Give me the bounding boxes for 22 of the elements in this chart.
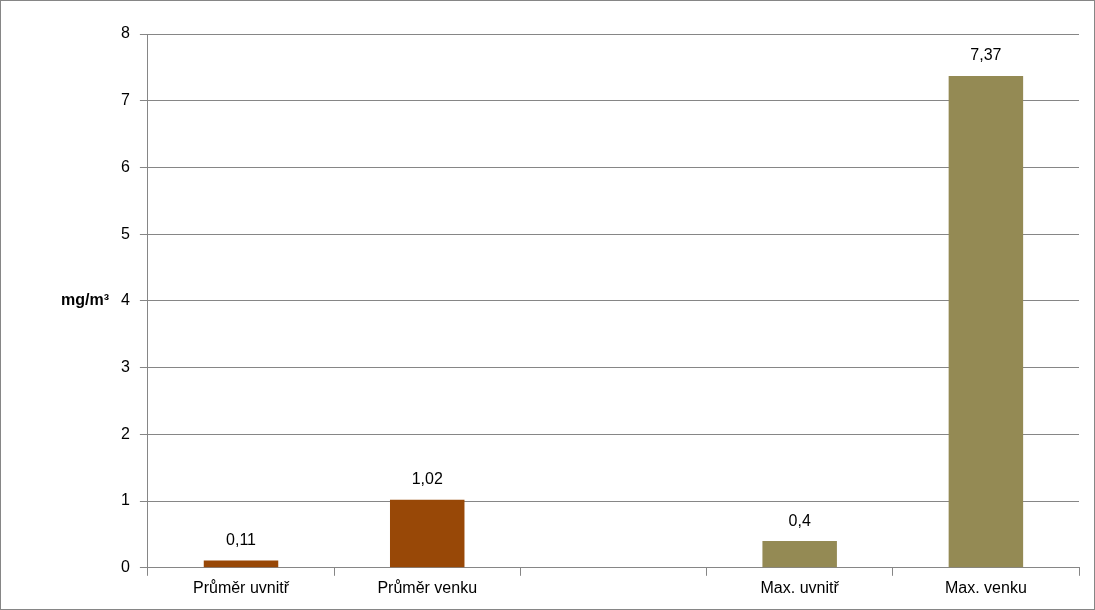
y-tick-label: 0	[120, 558, 130, 576]
bar	[948, 76, 1024, 568]
data-label: 1,02	[411, 470, 443, 488]
y-tick-label: 4	[120, 291, 130, 309]
data-label: 0,4	[788, 511, 811, 529]
bar	[762, 541, 837, 568]
y-tick-label: 7	[120, 91, 130, 109]
y-tick-label: 1	[120, 491, 130, 509]
y-tick-label: 5	[120, 224, 130, 242]
y-tick-label: 8	[120, 24, 130, 42]
bar	[389, 499, 465, 568]
y-tick-label: 3	[120, 358, 130, 376]
y-axis-title: mg/m³	[61, 291, 109, 309]
x-tick-label: Max. venku	[944, 578, 1027, 596]
data-label: 0,11	[226, 530, 257, 548]
x-tick-label: Max. uvnitř	[760, 578, 840, 596]
x-tick-label: Průměr uvnitř	[192, 578, 290, 596]
x-tick-label: Průměr venku	[377, 578, 478, 596]
bar	[203, 560, 279, 568]
y-tick-label: 6	[120, 157, 130, 175]
y-tick-label: 2	[120, 424, 130, 442]
data-label: 7,37	[970, 46, 1002, 64]
